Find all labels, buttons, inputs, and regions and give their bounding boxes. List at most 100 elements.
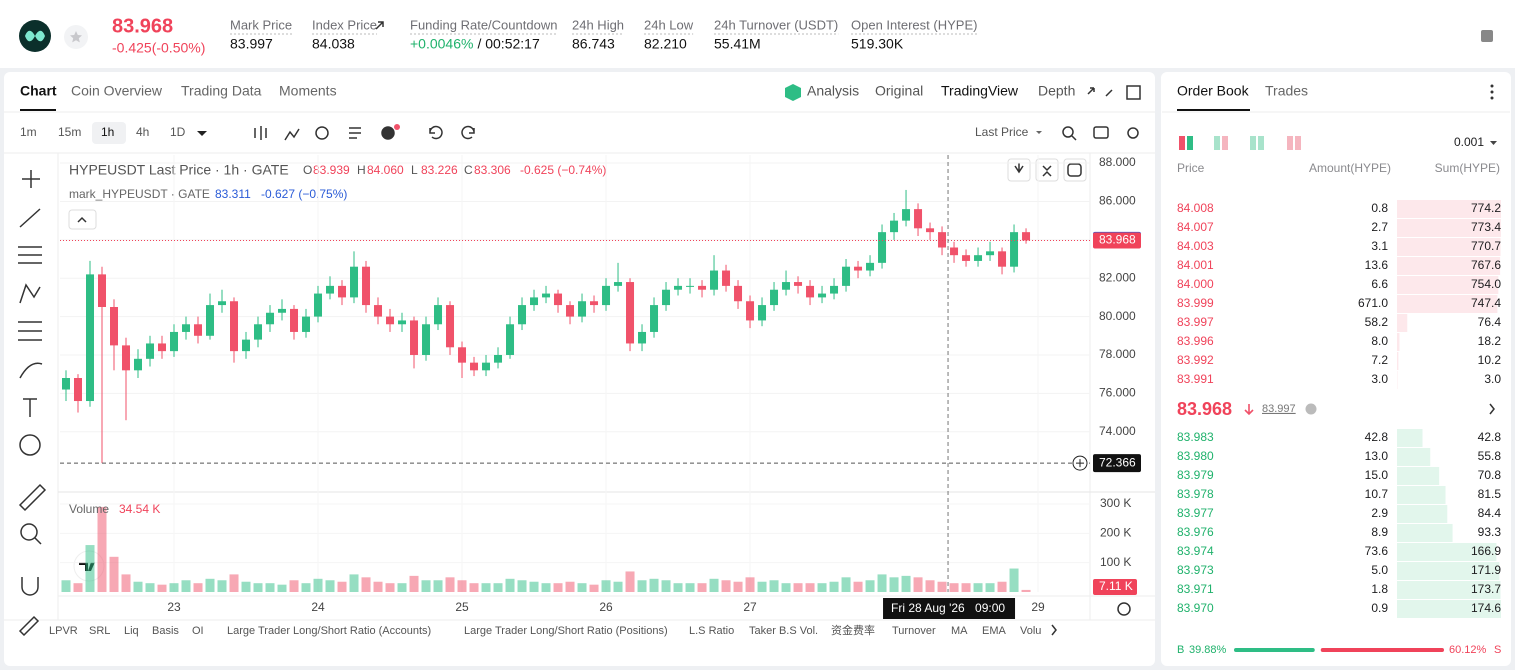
book-amount: 0.9 — [1371, 601, 1388, 615]
tab[interactable]: Trading Data — [181, 83, 262, 99]
cursor-date: Fri 28 Aug '26 — [891, 601, 965, 615]
volume-bar — [277, 584, 287, 592]
book-price: 84.007 — [1177, 220, 1214, 234]
volume-bar — [781, 583, 791, 592]
volume-bar — [517, 580, 527, 592]
cursor-price-label: 72.366 — [1099, 455, 1136, 469]
volume-bar — [457, 580, 467, 592]
indicator[interactable]: LPVR — [49, 625, 78, 637]
interval[interactable]: 4h — [136, 125, 149, 139]
indicator[interactable]: 资金费率 — [831, 623, 875, 637]
view-option[interactable]: Analysis — [807, 83, 859, 99]
indicator[interactable]: Large Trader Long/Short Ratio (Positions… — [464, 625, 668, 637]
candle-body — [422, 324, 431, 355]
icon-button[interactable] — [1007, 158, 1031, 182]
depth-bar — [1397, 581, 1501, 599]
indicator[interactable]: Taker B.S Vol. — [749, 625, 818, 637]
indicator[interactable]: SRL — [89, 625, 110, 637]
candle-body — [386, 316, 395, 325]
indicator[interactable]: MA — [951, 625, 968, 637]
candle-body — [638, 331, 647, 344]
book-price: 83.983 — [1177, 430, 1214, 444]
candle-body — [338, 285, 347, 298]
candle-body — [782, 282, 791, 290]
book-tab[interactable]: Order Book — [1177, 83, 1250, 99]
indicator[interactable]: L.S Ratio — [689, 625, 734, 637]
cursor-time: 09:00 — [975, 601, 1005, 615]
book-price: 83.979 — [1177, 468, 1214, 482]
candle-body — [482, 362, 491, 371]
stat-label: 24h Turnover (USDT) — [714, 17, 838, 32]
last-price: 83.968 — [112, 15, 173, 37]
view-option[interactable]: Depth — [1038, 83, 1075, 99]
candle-body — [806, 285, 815, 298]
interval[interactable]: 15m — [58, 125, 81, 139]
volume-bar — [61, 580, 71, 592]
candle-body — [854, 266, 863, 271]
volume-bar — [229, 574, 239, 592]
volume-bar — [685, 583, 695, 592]
precision[interactable]: 0.001 — [1454, 135, 1484, 149]
book-sum: 81.5 — [1478, 487, 1502, 501]
book-sum: 70.8 — [1478, 468, 1502, 482]
volume-bar — [709, 578, 719, 592]
interval[interactable]: 1m — [20, 125, 37, 139]
indicator[interactable]: Turnover — [892, 625, 936, 637]
volume-bar — [913, 577, 923, 592]
indicator[interactable]: Volu — [1020, 625, 1041, 637]
legend-mark-change: -0.627 (−0.75%) — [261, 187, 347, 201]
tab[interactable]: Chart — [20, 83, 57, 99]
book-price: 84.000 — [1177, 277, 1214, 291]
volume-bar — [373, 581, 383, 592]
candle-body — [818, 293, 827, 298]
book-price: 83.970 — [1177, 601, 1214, 615]
candle-body — [626, 282, 635, 344]
volume-bar — [85, 545, 95, 592]
volume-bar — [661, 580, 671, 592]
book-tab[interactable]: Trades — [1265, 83, 1308, 99]
indicator[interactable]: EMA — [982, 625, 1007, 637]
icon-button[interactable] — [1063, 158, 1087, 182]
interval[interactable]: 1D — [170, 125, 186, 139]
volume-bar — [745, 577, 755, 592]
candle-body — [134, 358, 143, 371]
price-source[interactable]: Last Price — [975, 125, 1029, 139]
price-change: -0.425(-0.50%) — [112, 40, 205, 56]
candle-body — [290, 308, 299, 332]
collapse-button[interactable] — [68, 209, 97, 230]
tab[interactable]: Coin Overview — [71, 83, 163, 99]
volume-bar — [397, 583, 407, 592]
candle-body — [674, 285, 683, 290]
depth-bar — [1397, 295, 1498, 313]
indicator[interactable]: Basis — [152, 625, 179, 637]
candle-body — [686, 285, 695, 287]
volume-bar — [625, 571, 635, 592]
view-option[interactable]: Original — [875, 83, 923, 99]
indicator[interactable]: OI — [192, 625, 204, 637]
book-price: 84.001 — [1177, 258, 1214, 272]
book-sum: 42.8 — [1478, 430, 1502, 444]
vol-current-label: 7.11 K — [1099, 579, 1133, 593]
book-sum: 55.8 — [1478, 449, 1502, 463]
book-sum: 754.0 — [1471, 277, 1501, 291]
candle-body — [374, 305, 383, 317]
settings-icon[interactable] — [1481, 30, 1493, 42]
view-option[interactable]: TradingView — [941, 83, 1019, 99]
icon-button[interactable] — [1035, 158, 1059, 182]
y-tick-label: 80.000 — [1099, 309, 1136, 323]
indicator[interactable]: Liq — [124, 625, 139, 637]
indicator[interactable]: Large Trader Long/Short Ratio (Accounts) — [227, 625, 431, 637]
cursor-date-tag — [883, 598, 1016, 619]
book-amount: 7.2 — [1371, 353, 1388, 367]
book-amount: 3.1 — [1371, 239, 1388, 253]
interval[interactable]: 1h — [101, 125, 114, 139]
last-price-tag — [1093, 232, 1141, 249]
depth-bar — [1397, 333, 1400, 351]
candle-body — [974, 255, 983, 261]
tab[interactable]: Moments — [279, 83, 337, 99]
volume-bar — [73, 583, 83, 592]
legend-key: O — [303, 163, 312, 177]
book-sum: 3.0 — [1484, 372, 1501, 386]
x-tick-label: 23 — [167, 600, 181, 614]
volume-bar — [193, 583, 203, 592]
